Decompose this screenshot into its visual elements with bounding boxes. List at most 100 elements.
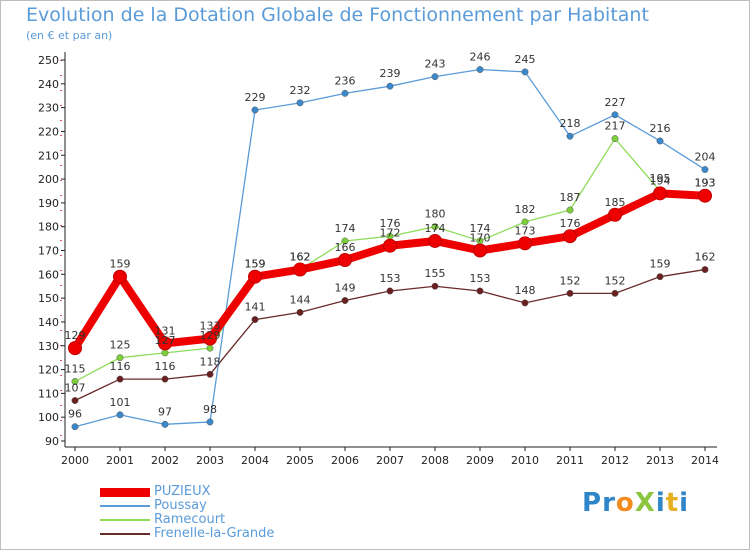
chart-legend: PUZIEUX Poussay Ramecourt Frenelle-la-Grand…: [100, 485, 274, 541]
data-point-ramecourt: [116, 354, 124, 362]
data-point-frenelle-la-grande: [161, 375, 169, 383]
data-label-poussay: 218: [560, 117, 581, 130]
data-label-ramecourt: 162: [290, 251, 311, 264]
data-label-poussay: 236: [335, 74, 356, 87]
data-label-frenelle-la-grande: 107: [65, 382, 86, 395]
y-tick-label: 250: [38, 54, 59, 67]
data-point-poussay: [296, 99, 304, 107]
data-point-frenelle-la-grande: [251, 316, 259, 324]
y-tick-label: 110: [38, 387, 59, 400]
x-tick-label: 2011: [556, 454, 584, 467]
data-label-frenelle-la-grande: 153: [470, 272, 491, 285]
legend-item-frenelle-la-grande: Frenelle-la-Grande: [100, 527, 274, 541]
data-label-puzieux: 133: [200, 320, 221, 333]
data-label-ramecourt: 129: [200, 329, 221, 342]
data-point-frenelle-la-grande: [206, 370, 214, 378]
data-label-poussay: 101: [110, 396, 131, 409]
y-tick-label: 240: [38, 78, 59, 91]
y-tick-label: 220: [38, 125, 59, 138]
data-point-ramecourt: [206, 344, 214, 352]
data-label-frenelle-la-grande: 162: [695, 251, 716, 264]
data-label-poussay: 204: [695, 151, 716, 164]
data-label-ramecourt: 174: [470, 222, 491, 235]
x-tick-label: 2007: [376, 454, 404, 467]
data-point-frenelle-la-grande: [566, 289, 574, 297]
data-label-poussay: 97: [158, 405, 172, 418]
data-label-ramecourt: 176: [380, 217, 401, 230]
data-point-puzieux: [473, 243, 487, 258]
data-point-puzieux: [383, 238, 397, 253]
data-label-poussay: 245: [515, 53, 536, 66]
data-label-poussay: 216: [650, 122, 671, 135]
data-label-ramecourt: 182: [515, 203, 536, 216]
data-point-poussay: [71, 423, 79, 431]
data-label-puzieux: 174: [425, 222, 446, 235]
y-tick-label: 210: [38, 149, 59, 162]
legend-swatch-ramecourt: [100, 519, 150, 521]
x-tick-label: 2010: [511, 454, 539, 467]
logo-letter: o: [615, 488, 635, 518]
data-point-puzieux: [518, 236, 532, 251]
data-label-frenelle-la-grande: 148: [515, 284, 536, 297]
data-point-frenelle-la-grande: [521, 299, 529, 307]
data-point-puzieux: [113, 269, 127, 284]
data-point-ramecourt: [611, 135, 619, 143]
data-point-puzieux: [68, 341, 82, 356]
data-label-puzieux: 172: [380, 227, 401, 240]
legend-label-puzieux: PUZIEUX: [154, 484, 211, 499]
x-tick-label: 2013: [646, 454, 674, 467]
y-tick-label: 120: [38, 364, 59, 377]
y-tick-label: 160: [38, 268, 59, 281]
data-label-frenelle-la-grande: 152: [560, 274, 581, 287]
x-tick-label: 2004: [241, 454, 269, 467]
legend-item-puzieux: PUZIEUX: [100, 485, 274, 499]
data-label-puzieux: 162: [290, 251, 311, 264]
data-label-frenelle-la-grande: 116: [155, 360, 176, 373]
data-point-poussay: [161, 420, 169, 428]
data-point-ramecourt: [566, 206, 574, 214]
legend-swatch-poussay: [100, 505, 150, 507]
data-label-frenelle-la-grande: 144: [290, 293, 311, 306]
data-label-puzieux: 159: [110, 258, 131, 271]
data-point-frenelle-la-grande: [701, 266, 709, 273]
data-label-poussay: 98: [203, 403, 217, 416]
data-point-poussay: [431, 73, 439, 81]
data-label-ramecourt: 180: [425, 208, 446, 221]
data-label-ramecourt: 127: [155, 334, 176, 347]
data-point-frenelle-la-grande: [656, 273, 664, 281]
data-point-frenelle-la-grande: [116, 375, 124, 383]
x-tick-label: 2005: [286, 454, 314, 467]
data-label-frenelle-la-grande: 116: [110, 360, 131, 373]
series-layer: [68, 66, 712, 431]
y-tick-label: 130: [38, 340, 59, 353]
data-label-puzieux: 170: [470, 232, 491, 245]
data-label-puzieux: 159: [245, 258, 266, 271]
legend-label-ramecourt: Ramecourt: [154, 512, 226, 527]
legend-swatch-puzieux: [100, 487, 150, 497]
data-point-frenelle-la-grande: [386, 287, 394, 295]
logo-letter: t: [665, 488, 680, 518]
data-point-puzieux: [203, 331, 217, 346]
data-point-poussay: [341, 89, 349, 97]
data-label-frenelle-la-grande: 153: [380, 272, 401, 285]
data-point-ramecourt: [161, 349, 169, 357]
legend-label-frenelle-la-grande: Frenelle-la-Grande: [154, 526, 275, 541]
data-label-poussay: 227: [605, 96, 626, 109]
data-label-poussay: 239: [380, 67, 401, 80]
x-tick-label: 2009: [466, 454, 494, 467]
data-point-puzieux: [608, 207, 622, 222]
data-label-puzieux: 166: [335, 241, 356, 254]
data-label-frenelle-la-grande: 149: [335, 282, 356, 295]
y-tick-label: 230: [38, 102, 59, 115]
y-tick-label: 190: [38, 197, 59, 210]
y-tick-label: 90: [45, 435, 59, 448]
chart-subtitle: (en € et par an): [26, 29, 113, 42]
data-label-puzieux: 129: [65, 329, 86, 342]
x-tick-label: 2008: [421, 454, 449, 467]
data-point-frenelle-la-grande: [341, 297, 349, 304]
logo-letter: r: [602, 488, 616, 518]
legend-item-ramecourt: Ramecourt: [100, 513, 274, 527]
data-label-poussay: 243: [425, 58, 446, 71]
data-label-ramecourt: 125: [110, 339, 131, 352]
data-label-frenelle-la-grande: 159: [650, 258, 671, 271]
